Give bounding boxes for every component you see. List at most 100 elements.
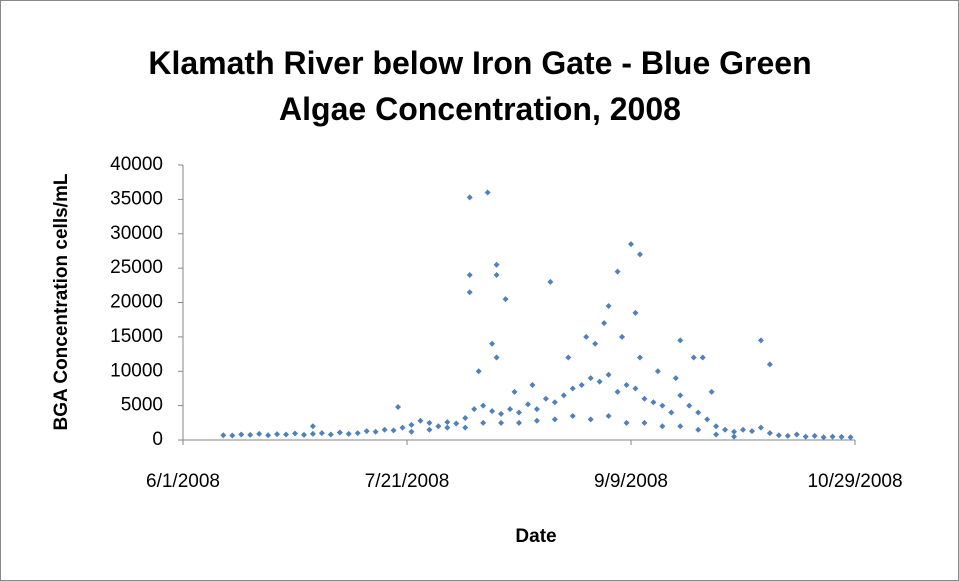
data-point xyxy=(565,354,572,361)
x-tick-label: 6/1/2008 xyxy=(146,471,220,492)
data-point xyxy=(614,268,621,275)
data-point xyxy=(569,412,576,419)
data-point xyxy=(699,354,706,361)
data-point xyxy=(583,333,590,340)
data-point xyxy=(650,399,657,406)
data-point xyxy=(713,431,720,438)
data-point xyxy=(390,427,397,434)
data-point xyxy=(766,430,773,437)
data-point xyxy=(484,189,491,196)
data-point xyxy=(605,412,612,419)
data-point xyxy=(659,423,666,430)
data-point xyxy=(757,424,764,431)
data-point xyxy=(533,417,540,424)
y-tick-label: 35000 xyxy=(110,188,163,209)
data-point xyxy=(462,415,469,421)
data-point xyxy=(775,432,782,439)
y-tick-label: 10000 xyxy=(110,360,163,381)
data-point xyxy=(668,409,675,416)
data-point xyxy=(542,395,549,402)
y-tick-label: 25000 xyxy=(110,257,163,278)
data-point xyxy=(283,431,290,438)
data-point xyxy=(632,309,639,316)
data-point xyxy=(677,392,684,399)
data-point xyxy=(309,423,316,430)
data-point xyxy=(677,423,684,430)
data-point xyxy=(462,424,469,431)
data-point xyxy=(784,432,791,439)
data-point xyxy=(498,419,505,426)
data-point xyxy=(820,434,827,441)
y-tick-label: 0 xyxy=(152,429,163,450)
data-point xyxy=(672,375,679,382)
x-axis-label: Date xyxy=(515,526,556,547)
data-point xyxy=(247,431,254,438)
data-point xyxy=(704,416,711,423)
data-point xyxy=(502,296,509,303)
data-point xyxy=(238,431,245,438)
data-point xyxy=(426,426,433,433)
data-point xyxy=(592,340,599,347)
y-tick-label: 15000 xyxy=(110,326,163,347)
data-point xyxy=(529,382,536,388)
y-tick-label: 40000 xyxy=(110,154,163,175)
data-point xyxy=(623,382,630,388)
data-point xyxy=(847,434,854,441)
data-point xyxy=(731,428,738,435)
data-point xyxy=(318,430,325,437)
data-point xyxy=(690,354,697,361)
data-point xyxy=(493,272,500,278)
data-point xyxy=(793,431,800,438)
data-point xyxy=(748,428,755,435)
y-tick-label: 30000 xyxy=(110,223,163,244)
data-point xyxy=(766,361,773,368)
data-point xyxy=(628,241,634,248)
data-point xyxy=(408,421,415,428)
data-point xyxy=(345,430,352,437)
data-point xyxy=(614,388,621,395)
data-point xyxy=(327,431,334,438)
data-point xyxy=(300,431,307,438)
data-point xyxy=(636,354,643,361)
data-point xyxy=(511,388,518,395)
data-point xyxy=(292,430,298,437)
x-tick-label: 10/29/2008 xyxy=(807,471,902,492)
data-point xyxy=(838,433,845,440)
data-point xyxy=(256,430,263,437)
chart-title: Klamath River below Iron Gate - Blue Gre… xyxy=(148,45,812,127)
data-point xyxy=(641,395,648,402)
data-point xyxy=(641,419,648,426)
data-point xyxy=(408,428,415,435)
y-tick-label: 5000 xyxy=(121,395,163,416)
data-point xyxy=(381,426,388,433)
data-point xyxy=(354,430,361,437)
data-point xyxy=(605,371,612,378)
data-point xyxy=(489,408,496,415)
data-point xyxy=(659,402,666,409)
data-point xyxy=(435,423,442,430)
data-point xyxy=(695,426,702,433)
data-point xyxy=(695,409,702,416)
data-point xyxy=(274,431,281,438)
data-point xyxy=(596,378,603,385)
y-axis-label: BGA Concentration cells/mL xyxy=(51,173,72,430)
data-point xyxy=(466,272,473,278)
x-tick-label: 7/21/2008 xyxy=(365,471,450,492)
data-point xyxy=(533,406,540,413)
data-point xyxy=(444,419,451,426)
data-point xyxy=(587,416,594,423)
data-point xyxy=(471,406,478,413)
data-point xyxy=(551,416,558,423)
data-point xyxy=(560,392,567,399)
data-point xyxy=(632,385,639,392)
data-point xyxy=(802,433,809,440)
data-point xyxy=(619,333,626,340)
data-point xyxy=(372,428,379,435)
data-point xyxy=(220,432,227,439)
data-point xyxy=(605,302,612,309)
data-point xyxy=(444,424,451,431)
data-point xyxy=(507,406,514,413)
data-point xyxy=(677,337,684,344)
